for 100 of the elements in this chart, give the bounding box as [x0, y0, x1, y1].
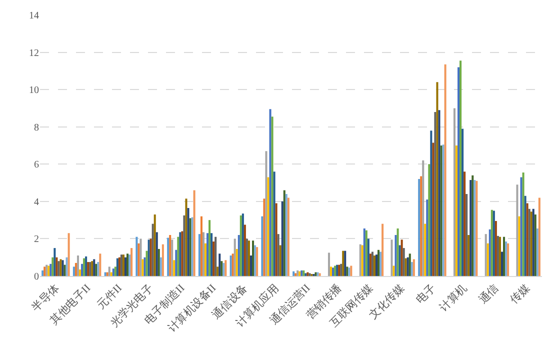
- bar: [236, 248, 238, 276]
- bar: [210, 233, 213, 276]
- bar: [169, 234, 172, 276]
- bar: [200, 216, 202, 276]
- bar: [64, 264, 66, 276]
- bar: [328, 252, 330, 276]
- bar: [412, 259, 415, 276]
- bar: [426, 200, 428, 276]
- bar: [154, 214, 156, 276]
- bar: [444, 64, 446, 276]
- bar: [214, 236, 217, 276]
- bar: [462, 128, 464, 276]
- bar: [436, 82, 438, 276]
- bar: [520, 177, 522, 276]
- bar: [528, 208, 530, 276]
- bar: [167, 238, 170, 276]
- bar: [420, 176, 422, 276]
- bar: [422, 160, 424, 276]
- bar: [185, 198, 188, 276]
- bar: [171, 240, 174, 276]
- bar: [424, 224, 426, 276]
- y-tick-label: 14: [29, 10, 39, 22]
- bar: [494, 221, 497, 276]
- bar: [110, 272, 112, 276]
- bar: [472, 175, 474, 276]
- bar: [434, 112, 436, 276]
- bar: [42, 270, 44, 276]
- bar: [432, 142, 434, 276]
- bar: [375, 254, 378, 276]
- bar: [287, 198, 290, 276]
- bar: [265, 151, 268, 276]
- bar: [281, 201, 284, 276]
- bar: [516, 184, 518, 276]
- bar: [54, 248, 56, 276]
- y-tick-label: 8: [34, 122, 39, 134]
- bar: [466, 194, 468, 276]
- y-tick-label: 2: [34, 234, 39, 246]
- bar: [464, 172, 466, 276]
- bar: [438, 110, 440, 276]
- bar: [468, 234, 470, 276]
- bar: [522, 172, 524, 276]
- bar: [212, 242, 215, 276]
- bar: [526, 203, 528, 276]
- bar: [204, 243, 207, 276]
- bar: [72, 266, 75, 276]
- y-tick-label: 6: [34, 160, 39, 171]
- y-tick-label: 4: [34, 196, 39, 208]
- bar: [216, 266, 219, 276]
- bar: [400, 240, 403, 276]
- bar: [198, 234, 200, 276]
- bar: [250, 255, 252, 276]
- bar: [428, 164, 430, 276]
- bar: [367, 238, 370, 276]
- bar: [136, 236, 138, 276]
- bar: [536, 228, 538, 276]
- bar: [269, 109, 272, 276]
- bar: [175, 250, 178, 276]
- bar: [156, 232, 158, 276]
- bar: [410, 262, 413, 276]
- bar: [99, 254, 102, 276]
- bar: [56, 257, 58, 276]
- bar: [206, 233, 209, 276]
- bar: [486, 243, 489, 276]
- bar: [187, 208, 190, 276]
- bar: [538, 198, 540, 276]
- bar: [146, 250, 148, 276]
- x-tick-label: 电子: [413, 282, 438, 306]
- bar: [470, 180, 472, 276]
- bar: [484, 234, 487, 276]
- bar: [518, 216, 520, 276]
- bar: [218, 254, 221, 276]
- bar: [271, 116, 274, 276]
- bar: [193, 190, 196, 276]
- bar: [275, 203, 278, 276]
- bar: [160, 257, 162, 276]
- bar: [277, 234, 280, 276]
- bar: [267, 177, 270, 276]
- bar: [78, 269, 82, 276]
- bar: [138, 243, 140, 276]
- bar: [392, 266, 395, 276]
- x-tick-label: 通信: [476, 282, 501, 306]
- bar: [398, 245, 401, 276]
- bar: [524, 196, 526, 276]
- bar: [177, 236, 180, 276]
- bar: [208, 220, 211, 276]
- bar: [68, 233, 70, 276]
- bar: [108, 266, 110, 276]
- bar: [396, 228, 399, 276]
- bar: [66, 257, 68, 276]
- bar: [124, 257, 127, 276]
- bar: [273, 172, 276, 276]
- bar: [394, 234, 397, 276]
- bar: [234, 238, 236, 276]
- bar: [158, 248, 160, 276]
- bar: [152, 224, 154, 276]
- bar: [76, 255, 79, 276]
- bar: [261, 216, 264, 276]
- bar: [534, 214, 536, 276]
- bar: [402, 248, 405, 276]
- bar: [430, 130, 432, 276]
